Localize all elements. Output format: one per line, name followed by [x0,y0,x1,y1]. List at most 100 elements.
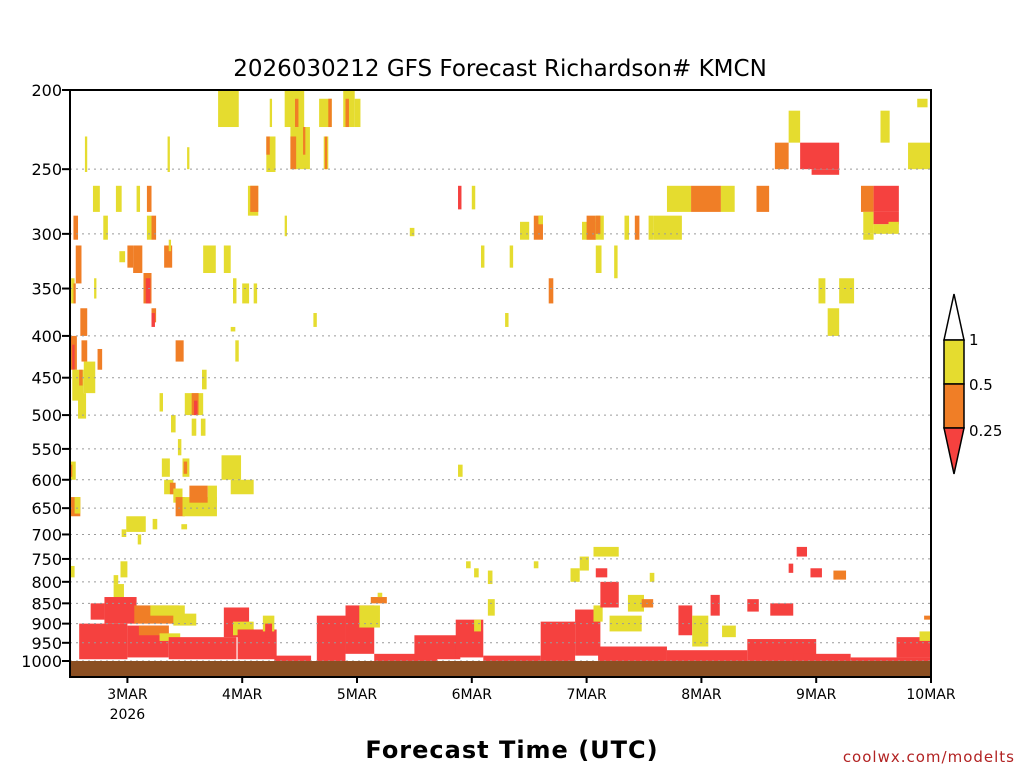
ri-patch-yellow [458,464,463,477]
y-axis-ticks: 200 250 300 350 400 450 500 550 600 650 700 750 800 8… [21,81,70,671]
y-tick-label: 600 [31,471,62,490]
ri-patch-yellow [230,326,236,332]
ri-patch-yellow [505,313,509,327]
ri-patch-orange [586,215,596,240]
credit-text: coolwx.com/modelts [843,748,1015,766]
y-tick-label: 350 [31,280,62,299]
ri-patch-orange [175,340,184,362]
x-tick-label: 5MAR [337,687,378,703]
y-tick-label: 200 [31,81,62,100]
ri-patch-yellow [103,215,108,240]
ri-patch-yellow [233,278,237,304]
ri-patch-orange [595,215,601,234]
ri-patch-orange [756,185,770,212]
ri-patch-yellow [121,529,127,537]
ri-patch-yellow [202,369,207,390]
ri-patch-orange [73,283,76,304]
ri-patch-yellow [113,584,124,600]
ri-patch-yellow [359,605,380,628]
ri-patch-red [483,655,541,661]
ri-patch-yellow [863,233,874,240]
ri-patch-orange [860,185,874,212]
ri-patch-yellow [409,227,415,237]
ri-patch-yellow [888,221,899,234]
ri-patch-yellow [230,479,254,495]
ri-patch-red [414,635,461,660]
legend-bin-orange [943,383,965,429]
y-tick-label: 300 [31,225,62,244]
ri-patch-red [873,185,899,212]
ri-patch-yellow [71,278,75,304]
ri-patch-yellow [152,518,158,530]
x-tick-label: 7MAR [566,687,607,703]
ri-patch-yellow [235,340,239,362]
y-tick-label: 800 [31,573,62,592]
ri-patch-orange [324,136,328,170]
ri-patch-yellow [266,136,276,172]
ri-patch-yellow [908,142,931,170]
ri-patch-red [598,646,667,661]
ri-patch-yellow [880,110,890,143]
ri-patch-yellow [722,625,736,638]
ri-patch-red [666,650,748,661]
ri-patch-red [850,657,931,661]
ri-patch-yellow [84,136,88,172]
ri-patch-orange [370,597,387,604]
x-axis-ticks: 3MAR 2026 4MAR 5MAR 6MAR 7MAR 8MAR 9MAR 10MAR [107,677,956,723]
legend-label: 0.5 [969,376,993,394]
ri-patch-yellow [218,90,239,128]
ri-patch-orange [634,215,640,240]
ri-patch-orange [295,98,299,128]
ri-patch-yellow [72,369,84,401]
legend-bin-yellow [943,339,965,385]
ri-patch-orange [75,245,82,284]
ri-patch-orange [833,570,847,580]
ri-patch-red [800,142,840,170]
ri-patch-red [79,623,128,660]
ri-patch-orange [189,485,208,503]
ri-patch-orange [774,142,789,170]
y-tick-label: 400 [31,327,62,346]
ri-patch-yellow [595,245,602,274]
legend-top-arrow [943,293,965,341]
ri-patch-yellow [474,568,479,578]
plot-frame [69,89,932,678]
ri-patch-yellow [666,185,692,212]
ri-patch-orange [79,369,83,386]
ri-patch-yellow [120,561,128,578]
ri-patch-yellow [253,283,258,304]
y-tick-label: 450 [31,369,62,388]
ri-patch-yellow [70,461,76,480]
ri-patch-yellow [191,418,197,436]
ri-patch-yellow [520,221,530,240]
x-tick-label: 8MAR [681,687,722,703]
ri-patch-yellow [614,245,618,279]
ground-band [70,661,931,677]
ri-patch-yellow [487,599,495,616]
ri-patch-orange [133,245,143,274]
ri-patch-red [90,603,105,620]
ri-patch-yellow [593,605,603,622]
ri-patch-yellow [873,224,889,234]
ri-patch-yellow [74,497,81,514]
ri-patch-orange [183,461,188,474]
ri-patch-yellow [223,245,231,274]
x-tick-label: 4MAR [222,687,263,703]
ri-patch-orange [97,348,103,370]
ri-patch-red [873,211,899,225]
ri-patch-yellow [70,565,75,578]
ri-patch-yellow [269,98,273,128]
ri-patch-orange [303,127,306,155]
ri-patch-red [72,344,75,370]
x-tick-label: 9MAR [796,687,837,703]
ri-patch-yellow [466,561,471,569]
ri-patch-yellow [150,605,185,616]
x-axis-label: Forecast Time (UTC) [365,736,658,764]
ri-patch-red [168,637,237,660]
ri-patch-red [316,615,346,661]
y-tick-label: 1000 [21,652,62,671]
ri-patch-orange [250,185,259,212]
ri-patch-orange [151,215,157,240]
ri-patch-red [540,621,576,661]
ri-patch-yellow [919,631,931,641]
